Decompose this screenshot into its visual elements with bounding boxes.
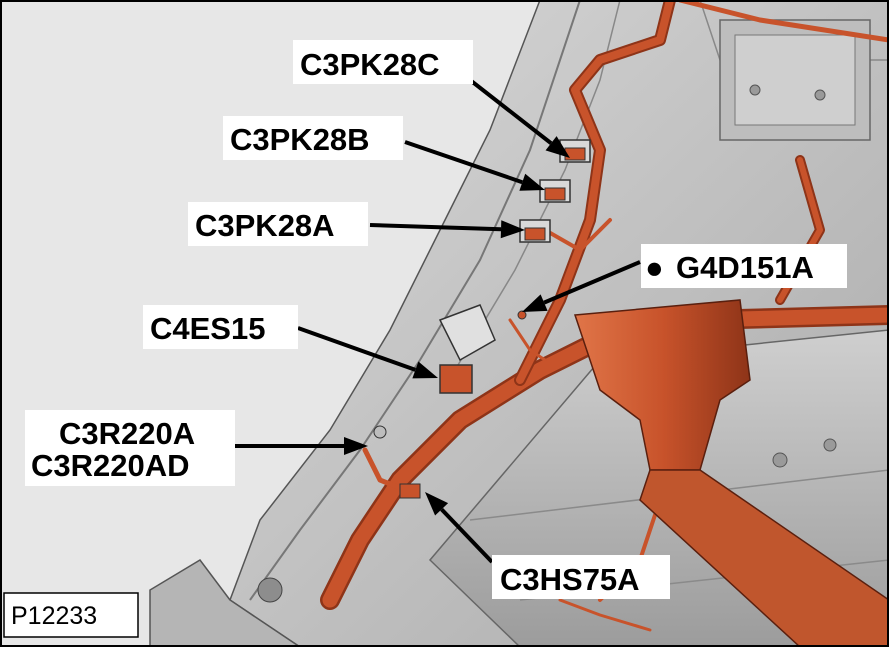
leader-c3pk28b-arrowhead [519,173,545,191]
figure-id: P12233 [11,602,97,630]
callout-c3r220a: C3R220A [59,416,195,451]
callout-c3pk28b: C3PK28B [230,122,370,157]
callout-c3r220ad: C3R220AD [31,448,190,483]
leader-g4d151a [543,260,641,305]
leader-arrows [235,78,641,564]
callout-c3pk28a: C3PK28A [195,208,335,243]
ground-symbol-icon: ● [645,250,664,285]
callout-c4es15: C4ES15 [150,311,265,346]
leader-c3pk28a [369,223,502,232]
leader-c3pk28a-arrowhead [500,220,525,239]
connectors [373,139,591,499]
leader-c3pk28c [468,78,553,145]
leader-c3pk28c-arrowhead [545,136,570,158]
harness-duct [573,299,889,647]
leader-c3hs75a-arrowhead [425,492,449,516]
figure-id-box: P12233 [3,592,139,638]
leader-c4es15-arrowhead [412,361,438,379]
leader-c3r220a-arrowhead [344,437,368,455]
callout-g4d151a: G4D151A [676,250,814,285]
callout-labels: C3PK28C C3PK28B C3PK28A ● G4D151A C4ES15… [25,40,847,599]
callout-c3hs75a: C3HS75A [500,562,640,597]
leader-g4d151a-arrowhead [522,294,548,312]
leader-c3hs75a [440,507,494,564]
callout-c3pk28c: C3PK28C [300,47,440,82]
leader-c4es15 [297,326,417,372]
leader-c3pk28b [404,140,523,185]
